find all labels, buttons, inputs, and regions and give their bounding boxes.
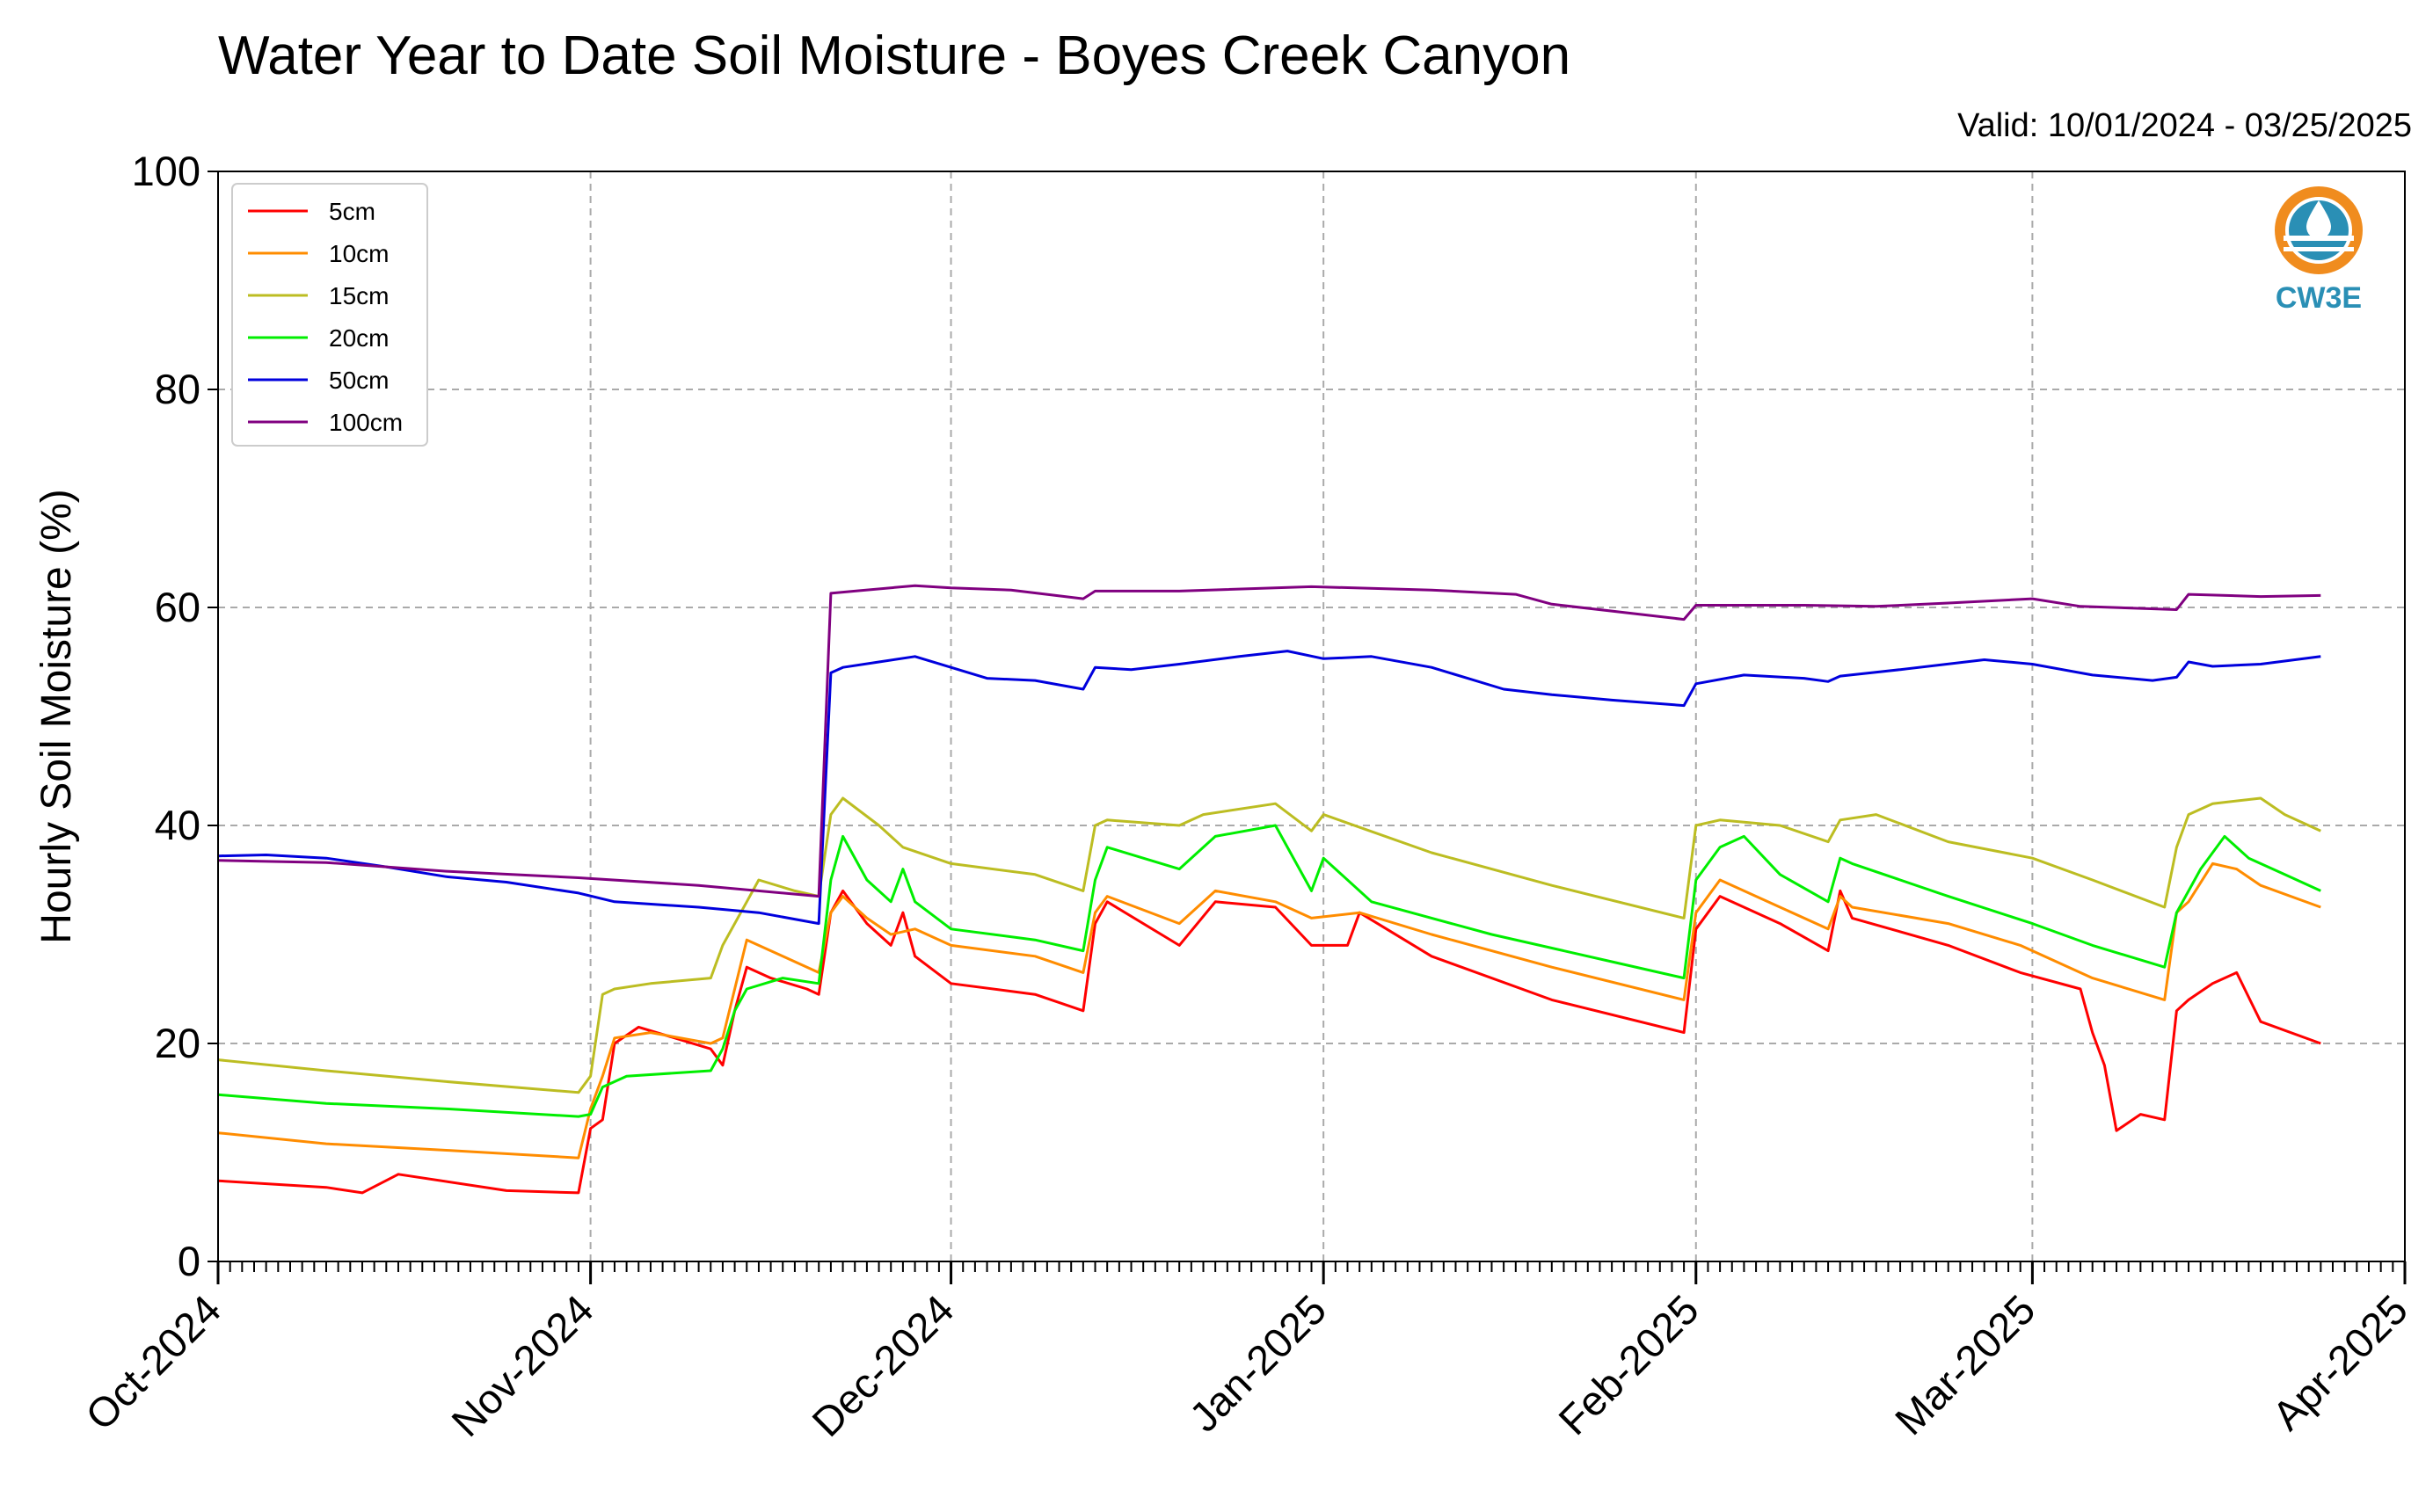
- water-drop-icon: [2306, 200, 2331, 239]
- series-line-100cm: [217, 584, 2321, 898]
- y-tick-label: 60: [155, 584, 200, 630]
- y-tick-label: 20: [155, 1020, 200, 1066]
- x-tick-label: Oct-2024: [76, 1286, 229, 1439]
- chart-title: Water Year to Date Soil Moisture - Boyes…: [218, 25, 1571, 86]
- y-tick-label: 80: [155, 366, 200, 412]
- legend-label-100cm: 100cm: [329, 409, 403, 436]
- logo-ring: [2275, 186, 2363, 274]
- series-line-5cm: [217, 889, 2321, 1195]
- legend-label-10cm: 10cm: [329, 240, 389, 267]
- legend-label-20cm: 20cm: [329, 324, 389, 352]
- legend: 5cm 10cm 15cm 20cm 50cm 100cm: [231, 183, 428, 447]
- x-tick-label: Feb-2025: [1549, 1286, 1708, 1444]
- y-tick-label: 40: [155, 802, 200, 848]
- logo-wave-2: [2284, 247, 2354, 251]
- series-line-10cm: [217, 861, 2321, 1159]
- x-tick-label: Dec-2024: [803, 1286, 963, 1446]
- x-tick-label: Apr-2025: [2263, 1286, 2416, 1439]
- series-line-15cm: [217, 796, 2321, 1094]
- legend-label-50cm: 50cm: [329, 367, 389, 394]
- series-line-50cm: [217, 650, 2321, 926]
- legend-label-15cm: 15cm: [329, 282, 389, 309]
- logo-text: CW3E: [2276, 281, 2362, 315]
- valid-date-range: Valid: 10/01/2024 - 03/25/2025: [1957, 107, 2412, 144]
- series-line-20cm: [217, 824, 2321, 1118]
- x-tick-label: Mar-2025: [1886, 1286, 2044, 1444]
- cw3e-logo: CW3E: [2275, 186, 2363, 315]
- grid: [218, 171, 2405, 1261]
- legend-label-5cm: 5cm: [329, 198, 375, 225]
- x-tick-label: Nov-2024: [442, 1286, 602, 1446]
- y-axis-label: Hourly Soil Moisture (%): [33, 489, 80, 943]
- x-tick-label: Jan-2025: [1180, 1286, 1335, 1441]
- series-lines: [217, 584, 2321, 1195]
- y-tick-label: 100: [132, 148, 200, 194]
- plot-frame: [217, 171, 2406, 1262]
- y-tick-label: 0: [178, 1238, 200, 1284]
